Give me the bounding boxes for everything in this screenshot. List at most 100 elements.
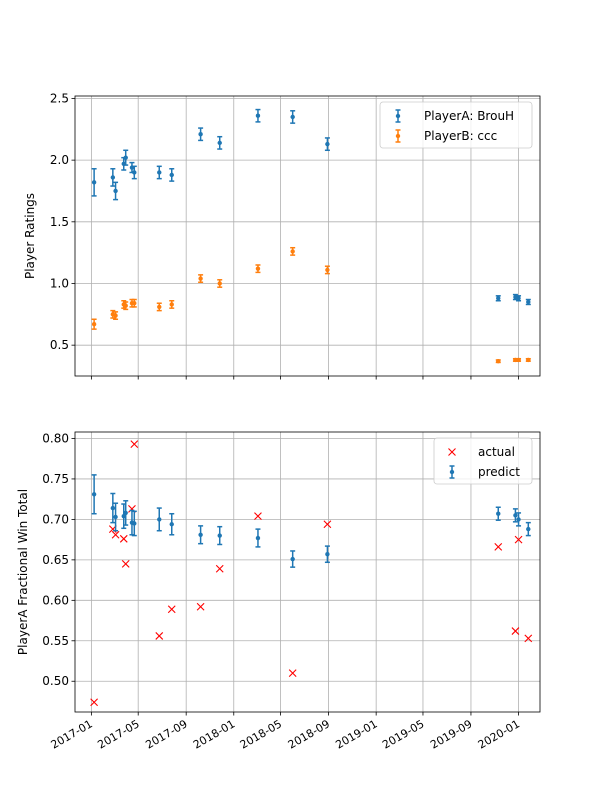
- ratings-playerb-point: [113, 311, 119, 321]
- win-total-actual-point: [514, 535, 523, 544]
- win-total-y-tick-label: 0.75: [42, 472, 69, 486]
- point-marker: [91, 492, 97, 497]
- win-total-predict-point: [495, 506, 501, 521]
- legend-errorbar-marker: [449, 465, 455, 479]
- ratings-axes: [74, 95, 541, 377]
- x-marker-stroke: [323, 520, 332, 529]
- ratings-playera-point: [217, 135, 223, 150]
- ratings-playerb-point: [91, 318, 97, 330]
- x-marker-stroke: [167, 605, 176, 614]
- point-marker: [123, 155, 128, 160]
- ratings-legend-label: PlayerA: BrouH: [424, 109, 514, 123]
- point-marker: [121, 513, 126, 519]
- ratings-y-tick-label: 0.5: [50, 338, 69, 352]
- ratings-playerb-point: [156, 302, 162, 312]
- win-total-predict-point: [290, 550, 296, 568]
- point-marker: [198, 532, 203, 537]
- win-total-actual-point: [167, 605, 176, 614]
- point-marker: [526, 526, 531, 532]
- point-marker: [516, 517, 521, 522]
- point-marker: [290, 556, 295, 562]
- ratings-playera-point: [324, 137, 330, 152]
- ratings-playerb-point: [169, 300, 175, 309]
- ratings-playerb-point: [324, 265, 330, 275]
- win-total-actual-point: [121, 560, 130, 568]
- x-marker-stroke: [524, 634, 533, 643]
- win-total-legend-label: predict: [478, 465, 520, 479]
- point-marker: [325, 141, 330, 147]
- point-marker: [516, 296, 521, 301]
- win-total-predict-point: [123, 500, 129, 526]
- ratings-playera-point: [255, 108, 261, 123]
- win-total-actual-point: [254, 512, 262, 521]
- legend-errorbar-marker: [395, 129, 401, 143]
- point-marker: [132, 301, 137, 306]
- win-total-y-tick-label: 0.50: [42, 674, 69, 688]
- win-total-predict-point: [324, 545, 330, 564]
- point-marker: [217, 533, 222, 538]
- win-total-actual-point: [90, 698, 99, 707]
- ratings-playerb-point: [131, 298, 137, 308]
- x-marker-stroke: [215, 564, 224, 573]
- win-total-actual-point: [196, 602, 205, 611]
- win-total-actual-point: [494, 543, 503, 551]
- ratings-playera-point: [495, 295, 501, 302]
- point-marker: [290, 114, 295, 120]
- x-marker-stroke: [130, 440, 139, 449]
- x-marker-stroke: [448, 448, 456, 456]
- ratings-ticks: 0.5 1.0 1.5 2.0 2.5: [50, 91, 519, 380]
- ratings-playerb-point: [495, 358, 501, 364]
- x-marker-stroke: [155, 632, 164, 640]
- point-marker: [255, 535, 261, 541]
- point-marker: [496, 511, 501, 516]
- ratings-playerb-point: [290, 246, 296, 256]
- ratings-playerb-point: [255, 264, 261, 274]
- ratings-playerb-point: [525, 357, 531, 363]
- win-total-axes-frame: [74, 431, 541, 713]
- point-marker: [290, 249, 295, 254]
- point-marker: [217, 140, 222, 146]
- win-total-marks: [90, 440, 533, 707]
- win-total-actual-point: [511, 627, 520, 635]
- point-marker: [496, 296, 501, 301]
- win-total-grid: [75, 432, 540, 712]
- point-marker: [198, 276, 203, 281]
- point-marker: [123, 510, 128, 516]
- ratings-playerb-point: [123, 301, 129, 311]
- ratings-legend-box: [379, 101, 533, 149]
- win-total-predict-point: [516, 512, 522, 527]
- point-marker: [157, 517, 162, 522]
- win-total-y-axis-label: PlayerA Fractional Win Total: [16, 489, 30, 655]
- ratings-playerb-point: [198, 274, 204, 284]
- ratings-axes-frame: [74, 95, 541, 377]
- x-marker-stroke: [288, 669, 297, 678]
- ratings-playera-point: [156, 165, 162, 180]
- win-total-predict-point: [169, 512, 175, 536]
- ratings-playerb-point: [217, 279, 223, 288]
- point-marker: [516, 357, 521, 363]
- win-total-legend: actual predict: [433, 437, 533, 485]
- win-total-actual-point: [130, 440, 139, 449]
- point-marker: [325, 267, 330, 273]
- point-marker: [157, 170, 162, 175]
- win-total-actual-point: [215, 564, 224, 573]
- point-marker: [255, 266, 261, 271]
- win-total-legend-label: actual: [478, 445, 515, 459]
- win-total-predict-point: [512, 508, 518, 523]
- ratings-playera-point: [110, 168, 116, 187]
- x-marker-stroke: [254, 512, 262, 521]
- x-marker-stroke: [196, 602, 205, 611]
- point-marker: [513, 513, 518, 518]
- ratings-playera-point: [525, 298, 531, 306]
- point-marker: [395, 133, 401, 139]
- ratings-playerb-point: [110, 309, 116, 319]
- point-marker: [169, 522, 174, 527]
- point-marker: [132, 170, 137, 175]
- ratings-playera-point: [131, 165, 137, 180]
- ratings-y-axis-label: Player Ratings: [23, 193, 37, 279]
- legend-errorbar-marker: [395, 109, 401, 123]
- ratings-playerb-point: [516, 357, 522, 363]
- ratings-playera-point: [198, 127, 204, 142]
- point-marker: [110, 505, 116, 511]
